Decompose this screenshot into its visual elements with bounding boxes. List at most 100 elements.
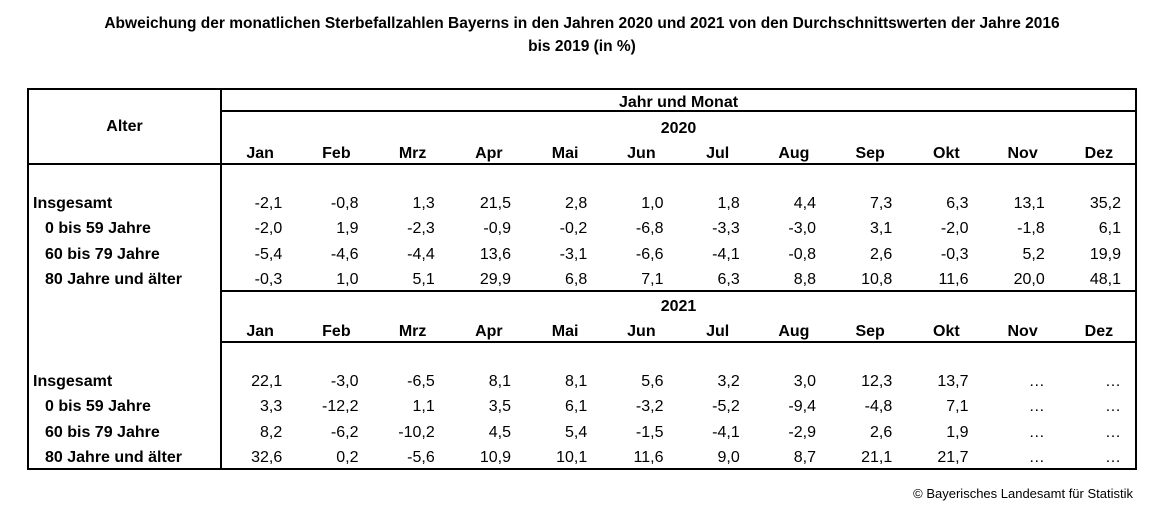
table-cell: -2,1 [254, 195, 283, 212]
year-header-2020: 2020 [660, 120, 697, 137]
table-cell: 48,1 [1089, 270, 1121, 288]
row-label: Insgesamt [33, 195, 113, 212]
table-cell: -6,2 [330, 423, 359, 441]
month-header: Jan [246, 323, 274, 340]
table-cell: … [1105, 373, 1121, 390]
table-cell: … [1028, 373, 1045, 390]
table-cell: -6,5 [407, 373, 435, 390]
copyright-footer: © Bayerisches Landesamt für Statistik [913, 486, 1133, 501]
table-cell: -3,1 [559, 245, 588, 263]
table-cell: 21,1 [861, 448, 893, 466]
month-header: Mrz [398, 145, 427, 162]
table-cell: 1,1 [412, 398, 435, 416]
table-cell: -3,0 [330, 373, 359, 390]
table-cell: -2,0 [940, 220, 969, 238]
table-cell: -0,8 [330, 195, 359, 212]
table-cell: -1,5 [635, 423, 664, 441]
title-line-2: bis 2019 (in %) [528, 38, 636, 55]
table-cell: 5,4 [565, 423, 588, 441]
table-cell: -0,2 [559, 220, 588, 238]
row-label: 80 Jahre und älter [45, 448, 182, 466]
section-divider [220, 290, 1135, 292]
table-cell: 7,1 [946, 398, 969, 416]
table-cell: -9,4 [788, 398, 816, 416]
column-divider [220, 90, 222, 468]
month-header: Okt [933, 323, 960, 340]
table-cell: 2,6 [870, 245, 893, 263]
table-cell: -2,0 [254, 220, 283, 238]
table-cell: 8,1 [488, 373, 511, 390]
row-label: Insgesamt [33, 373, 113, 390]
table-cell: 13,6 [479, 245, 511, 263]
row-label: 0 bis 59 Jahre [45, 220, 151, 238]
table-cell: 4,4 [793, 195, 816, 212]
table-cell: -2,3 [407, 220, 435, 238]
table-cell: 21,5 [479, 195, 511, 212]
month-header: Apr [475, 145, 503, 162]
table-cell: 5,1 [412, 270, 435, 288]
table-cell: 3,2 [717, 373, 740, 390]
table-cell: 13,1 [1013, 195, 1045, 212]
table-cell: 5,2 [1022, 245, 1045, 263]
table-cell: 8,1 [565, 373, 588, 390]
table-cell: 19,9 [1089, 245, 1121, 263]
table-cell: 29,9 [479, 270, 511, 288]
table-cell: 6,8 [565, 270, 588, 288]
month-header: Jun [627, 145, 656, 162]
table-cell: 8,2 [260, 423, 283, 441]
group-header: Jahr und Monat [618, 94, 739, 111]
month-header: Apr [475, 323, 503, 340]
table-cell: -0,3 [940, 245, 969, 263]
table-cell: 1,9 [946, 423, 969, 441]
table-cell: -4,6 [330, 245, 359, 263]
row-label: 80 Jahre und älter [45, 270, 182, 288]
table-cell: -5,6 [407, 448, 435, 466]
table-cell: -3,0 [788, 220, 816, 238]
table-cell: -1,8 [1017, 220, 1045, 238]
table-cell: 22,1 [251, 373, 283, 390]
table-cell: 3,3 [260, 398, 283, 416]
table-cell: -5,2 [712, 398, 740, 416]
table-cell: 20,0 [1013, 270, 1045, 288]
table-cell: 6,3 [717, 270, 740, 288]
table-cell: -0,8 [788, 245, 816, 263]
table-cell: 3,0 [793, 373, 816, 390]
table-cell: 32,6 [251, 448, 283, 466]
table-cell: 7,1 [641, 270, 664, 288]
table-cell: 10,9 [479, 448, 511, 466]
table-cell: 7,3 [870, 195, 893, 212]
table-cell: 13,7 [937, 373, 969, 390]
month-header: Aug [778, 145, 810, 162]
table-cell: 21,7 [937, 448, 969, 466]
table-cell: 1,9 [336, 220, 359, 238]
month-header: Okt [933, 145, 960, 162]
table-cell: -4,8 [864, 398, 893, 416]
row-label: 60 bis 79 Jahre [45, 423, 160, 441]
table-cell: 11,6 [938, 270, 969, 288]
table-cell: -2,9 [788, 423, 816, 441]
table-cell: 5,6 [641, 373, 664, 390]
table-cell: -4,4 [407, 245, 435, 263]
statistics-table: Alter Jahr und Monat 2020 Jan Feb Mrz Apr Mai… [27, 88, 1137, 470]
table-cell: 12,3 [861, 373, 893, 390]
table-cell: 10,8 [861, 270, 893, 288]
table-cell: … [1028, 423, 1045, 441]
month-header: Jan [246, 145, 274, 162]
table-cell: … [1105, 398, 1121, 416]
table-cell: 1,3 [412, 195, 435, 212]
month-header: Nov [1007, 323, 1038, 340]
page-title: Abweichung der monatlichen Sterbefallzah… [0, 12, 1164, 58]
table-cell: … [1105, 448, 1121, 466]
table-cell: 0,2 [336, 448, 359, 466]
month-header: Feb [322, 323, 351, 340]
year-header-2021: 2021 [660, 298, 697, 315]
row-label: 60 bis 79 Jahre [45, 245, 160, 263]
header-divider [220, 110, 1135, 112]
month-header: Sep [855, 145, 885, 162]
alter-header: Alter [106, 118, 143, 135]
month-header: Dez [1084, 323, 1114, 340]
month-header: Aug [778, 323, 810, 340]
table-cell: 11,6 [633, 448, 664, 466]
month-header: Sep [855, 323, 885, 340]
table-cell: -6,8 [635, 220, 664, 238]
